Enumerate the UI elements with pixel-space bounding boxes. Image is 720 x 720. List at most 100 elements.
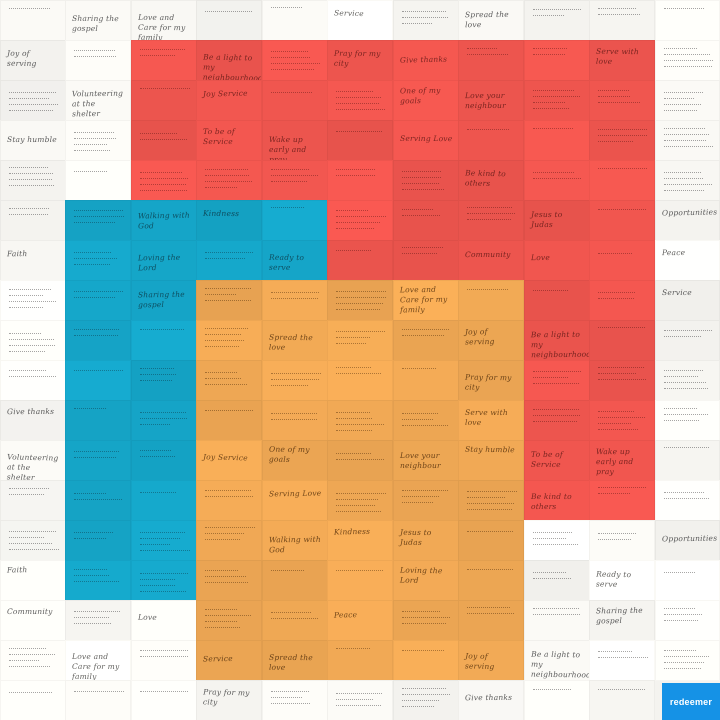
note-card: Peace xyxy=(654,240,720,281)
handwriting-scribble xyxy=(139,537,180,540)
handwriting-scribble xyxy=(532,538,566,540)
note-card xyxy=(458,560,525,601)
note-text: To be of Service xyxy=(530,450,563,470)
handwriting-scribble xyxy=(139,549,190,552)
handwriting-scribble xyxy=(401,253,438,255)
handwriting-scribble xyxy=(205,294,237,296)
handwriting-scribble xyxy=(663,420,700,422)
note-card xyxy=(458,520,525,561)
note-card xyxy=(65,400,132,441)
handwriting-scribble xyxy=(74,335,119,337)
handwriting-scribble xyxy=(467,129,509,131)
note-text: Love your neighbour xyxy=(465,90,507,111)
handwriting-scribble xyxy=(532,9,581,11)
handwriting-scribble xyxy=(336,698,374,701)
handwriting-scribble xyxy=(336,704,382,707)
note-text: Joy of serving xyxy=(6,48,37,69)
handwriting-scribble xyxy=(74,221,115,224)
note-card xyxy=(392,600,459,641)
handwriting-scribble xyxy=(139,650,189,652)
handwriting-scribble xyxy=(336,458,385,461)
note-card xyxy=(392,200,459,241)
note-card: Serving Love xyxy=(392,120,459,161)
note-card xyxy=(261,400,328,441)
handwriting-scribble xyxy=(139,412,186,414)
handwriting-scribble xyxy=(663,608,695,610)
handwriting-scribble xyxy=(532,383,580,385)
handwriting-scribble xyxy=(336,302,383,305)
note-card xyxy=(589,520,656,561)
note-text: Kindness xyxy=(334,527,371,537)
handwriting-scribble xyxy=(74,252,111,254)
note-card xyxy=(65,240,132,281)
note-card xyxy=(654,400,720,441)
handwriting-scribble xyxy=(270,298,319,300)
handwriting-scribble xyxy=(74,149,110,152)
handwriting-scribble xyxy=(663,8,705,10)
note-card: Sharing the gospel xyxy=(130,280,197,321)
handwriting-scribble xyxy=(336,222,381,224)
note-card xyxy=(523,40,590,81)
handwriting-scribble xyxy=(467,213,515,215)
note-card: One of my goals xyxy=(392,80,459,121)
handwriting-scribble xyxy=(663,110,697,112)
handwriting-scribble xyxy=(205,340,245,342)
handwriting-scribble xyxy=(467,568,514,571)
handwriting-scribble xyxy=(598,89,629,92)
note-card: Ready to serve xyxy=(261,240,328,281)
handwriting-scribble xyxy=(9,488,50,490)
handwriting-scribble xyxy=(9,536,44,539)
note-card: Jesus to Judas xyxy=(523,200,590,241)
handwriting-scribble xyxy=(401,177,442,179)
handwriting-scribble xyxy=(532,47,567,50)
note-card xyxy=(327,480,394,521)
note-card xyxy=(392,360,459,401)
note-card: To be of Service xyxy=(523,440,590,481)
note-card: Be kind to others xyxy=(523,480,590,521)
note-card xyxy=(65,200,132,241)
handwriting-scribble xyxy=(401,214,440,217)
handwriting-scribble xyxy=(74,55,116,58)
note-card xyxy=(392,0,459,41)
handwriting-scribble xyxy=(532,577,572,580)
handwriting-scribble xyxy=(205,570,238,572)
handwriting-scribble xyxy=(663,133,710,136)
note-card: Community xyxy=(458,240,525,281)
note-card xyxy=(196,320,263,361)
note-card: Pray for my city xyxy=(458,360,525,401)
handwriting-scribble xyxy=(336,216,386,218)
note-text: Community xyxy=(6,607,53,617)
handwriting-scribble xyxy=(663,92,703,94)
note-text: Opportunities xyxy=(661,533,717,544)
handwriting-scribble xyxy=(532,108,570,110)
note-card: Serving Love xyxy=(261,480,328,521)
note-card xyxy=(458,200,525,241)
note-card xyxy=(196,560,263,601)
note-card xyxy=(458,280,525,321)
handwriting-scribble xyxy=(467,613,515,615)
note-card xyxy=(0,360,66,401)
note-text: Ready to serve xyxy=(268,252,305,272)
handwriting-scribble xyxy=(270,412,318,415)
note-card xyxy=(261,600,328,641)
handwriting-scribble xyxy=(401,649,445,652)
handwriting-scribble xyxy=(532,96,581,98)
handwriting-scribble xyxy=(663,370,704,372)
handwriting-scribble xyxy=(9,666,50,668)
handwriting-scribble xyxy=(139,380,173,382)
handwriting-scribble xyxy=(336,569,384,572)
note-card xyxy=(458,480,525,521)
handwriting-scribble xyxy=(9,110,54,112)
handwriting-scribble xyxy=(9,376,57,378)
note-text: Serve with love xyxy=(595,46,640,66)
note-card: Spread the love xyxy=(458,0,525,41)
handwriting-scribble xyxy=(467,288,508,291)
handwriting-scribble xyxy=(532,613,581,616)
note-text: Service xyxy=(661,288,692,298)
handwriting-scribble xyxy=(532,178,581,180)
note-card: Be kind to others xyxy=(458,160,525,201)
handwriting-scribble xyxy=(205,527,256,529)
handwriting-scribble xyxy=(139,87,190,90)
note-text: Kindness xyxy=(203,209,240,219)
note-text: Faith xyxy=(6,565,28,575)
